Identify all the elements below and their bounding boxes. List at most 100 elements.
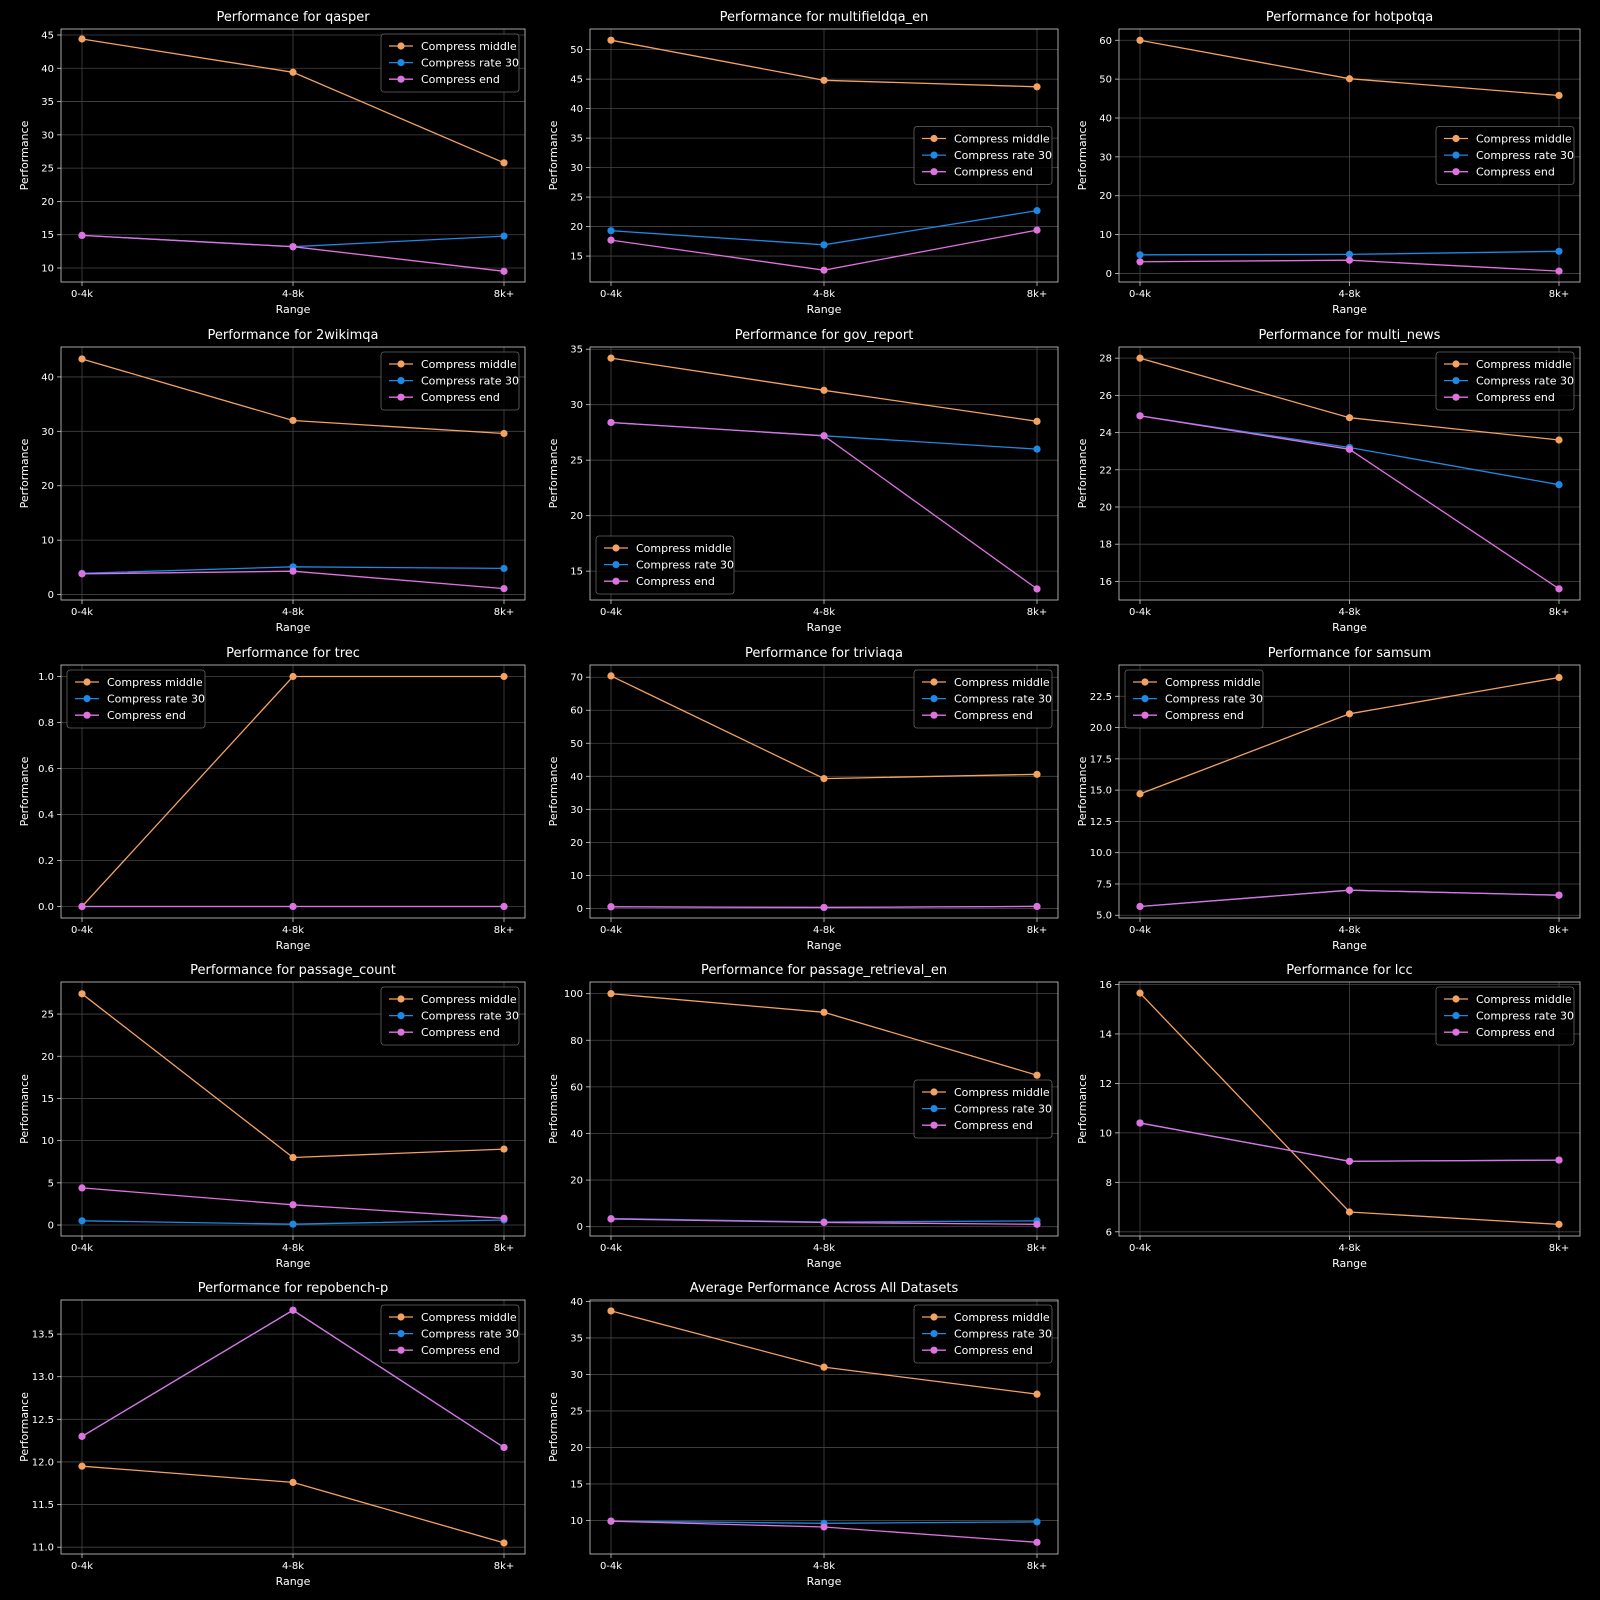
- x-axis-label: Range: [807, 1257, 842, 1270]
- legend-box: [1435, 351, 1575, 411]
- x-tick-label: 0-4k: [600, 1561, 622, 1572]
- y-tick-label: 30: [570, 400, 583, 411]
- x-tick-label: 4-8k: [813, 1243, 835, 1254]
- y-tick-label: 1.0: [38, 672, 54, 683]
- legend-entry: Compress middle: [1476, 133, 1572, 146]
- legend-entry: Compress end: [1165, 709, 1244, 722]
- y-tick-label: 15: [41, 230, 54, 241]
- data-point: [1136, 412, 1144, 420]
- data-point: [1345, 75, 1354, 83]
- x-tick-label: 4-8k: [813, 289, 835, 300]
- legend-swatch-marker: [397, 75, 405, 83]
- chart-panel-9: 5.0 7.5 10.0 12.5 15.0 17.5 20.0 22.5 0-4k 4-8k 8k…: [1076, 646, 1581, 952]
- y-tick-label: 8: [1106, 1178, 1112, 1189]
- legend: Compress middle Compress rate 30 Compress …: [913, 669, 1053, 729]
- y-tick-label: 17.5: [1090, 754, 1112, 765]
- legend-entry: Compress middle: [954, 676, 1050, 689]
- legend-swatch-marker: [1452, 134, 1460, 143]
- x-tick-label: 0-4k: [600, 289, 622, 300]
- y-tick-label: 30: [41, 130, 54, 141]
- data-point: [1136, 902, 1144, 911]
- legend-swatch-marker: [930, 678, 938, 686]
- y-tick-label: 20: [570, 1176, 583, 1187]
- legend: Compress middle Compress rate 30 Compress …: [380, 33, 520, 93]
- data-point: [1033, 83, 1041, 91]
- chart-title: Average Performance Across All Datasets: [690, 1281, 959, 1296]
- y-axis-label: Performance: [1076, 756, 1089, 826]
- legend-box: [913, 669, 1053, 729]
- y-tick-label: 16: [1099, 577, 1112, 588]
- data-point: [1345, 445, 1354, 453]
- data-point: [500, 584, 508, 593]
- legend-entry: Compress end: [421, 1026, 500, 1039]
- data-point: [78, 1217, 86, 1225]
- y-tick-label: 20: [1099, 502, 1112, 513]
- data-point: [820, 266, 828, 274]
- data-point: [500, 1443, 508, 1452]
- legend-entry: Compress rate 30: [421, 57, 519, 70]
- data-point: [607, 236, 615, 244]
- y-tick-label: 14: [1099, 1029, 1112, 1040]
- y-tick-label: 10: [1099, 1128, 1112, 1139]
- legend-box: [1124, 669, 1264, 729]
- legend-swatch-marker: [930, 151, 938, 159]
- x-axis-label: Range: [807, 939, 842, 952]
- legend-swatch-marker: [83, 711, 91, 719]
- y-tick-label: 20: [570, 838, 583, 849]
- data-point: [1345, 710, 1354, 718]
- data-point: [820, 1008, 828, 1016]
- x-tick-label: 4-8k: [282, 925, 304, 936]
- legend-entry: Compress end: [421, 73, 500, 86]
- y-axis-label: Performance: [1076, 120, 1089, 190]
- y-tick-label: 10: [41, 536, 54, 547]
- chart-title: Performance for multifieldqa_en: [720, 10, 929, 25]
- y-axis-label: Performance: [1076, 438, 1089, 508]
- data-point: [1033, 417, 1041, 425]
- legend-entry: Compress end: [421, 391, 500, 404]
- legend-entry: Compress end: [954, 1344, 1033, 1357]
- x-tick-label: 4-8k: [282, 1561, 304, 1572]
- chart-panel-4: 0 10 20 30 40 0-4k 4-8k 8k+ Performance for 2wik…: [18, 328, 526, 634]
- y-tick-label: 12.0: [32, 1457, 54, 1468]
- legend-swatch-marker: [930, 1105, 938, 1113]
- legend-swatch-marker: [1141, 711, 1149, 719]
- legend: Compress middle Compress rate 30 Compress …: [66, 669, 206, 729]
- data-point: [78, 902, 86, 911]
- chart-panel-7: 0.0 0.2 0.4 0.6 0.8 1.0 0-4k 4-8k 8k+ Performance…: [18, 646, 526, 952]
- legend-entry: Compress rate 30: [1476, 1010, 1574, 1023]
- data-point: [1136, 790, 1144, 798]
- y-tick-label: 30: [570, 805, 583, 816]
- y-tick-label: 6: [1106, 1227, 1112, 1238]
- y-tick-label: 12.5: [32, 1415, 54, 1426]
- x-tick-label: 0-4k: [600, 925, 622, 936]
- legend-entry: Compress middle: [1476, 358, 1572, 371]
- y-tick-label: 50: [1099, 75, 1112, 86]
- data-point: [607, 354, 615, 362]
- x-tick-label: 8k+: [494, 1561, 515, 1572]
- data-point: [1555, 1220, 1563, 1228]
- data-point: [1033, 207, 1041, 215]
- chart-panel-1: 10 15 20 25 30 35 40 45 0-4k 4-8k 8k+ Performance f…: [18, 10, 526, 316]
- legend-entry: Compress end: [954, 166, 1033, 179]
- data-point: [1033, 585, 1041, 593]
- legend: Compress middle Compress rate 30 Compress …: [913, 1079, 1053, 1139]
- legend: Compress middle Compress rate 30 Compress …: [913, 126, 1053, 185]
- y-tick-label: 7.5: [1096, 879, 1112, 890]
- legend-swatch-marker: [1452, 393, 1460, 401]
- x-tick-label: 0-4k: [1129, 607, 1151, 618]
- y-tick-label: 0: [577, 1222, 583, 1233]
- x-tick-label: 8k+: [1027, 289, 1048, 300]
- legend-swatch-marker: [1452, 151, 1460, 159]
- data-point: [289, 1220, 297, 1228]
- legend-entry: Compress rate 30: [421, 1328, 519, 1341]
- data-point: [289, 243, 297, 251]
- data-point: [1345, 1157, 1354, 1165]
- chart-panel-13: 11.0 11.5 12.0 12.5 13.0 13.5 0-4k 4-8k 8k+ Perfo…: [18, 1281, 526, 1588]
- y-tick-label: 26: [1099, 391, 1112, 402]
- chart-title: Performance for multi_news: [1259, 328, 1441, 343]
- legend-box: [380, 351, 520, 411]
- data-point: [820, 1523, 828, 1531]
- legend-box: [66, 669, 206, 729]
- legend-swatch-marker: [930, 711, 938, 719]
- y-tick-label: 0.8: [38, 718, 54, 729]
